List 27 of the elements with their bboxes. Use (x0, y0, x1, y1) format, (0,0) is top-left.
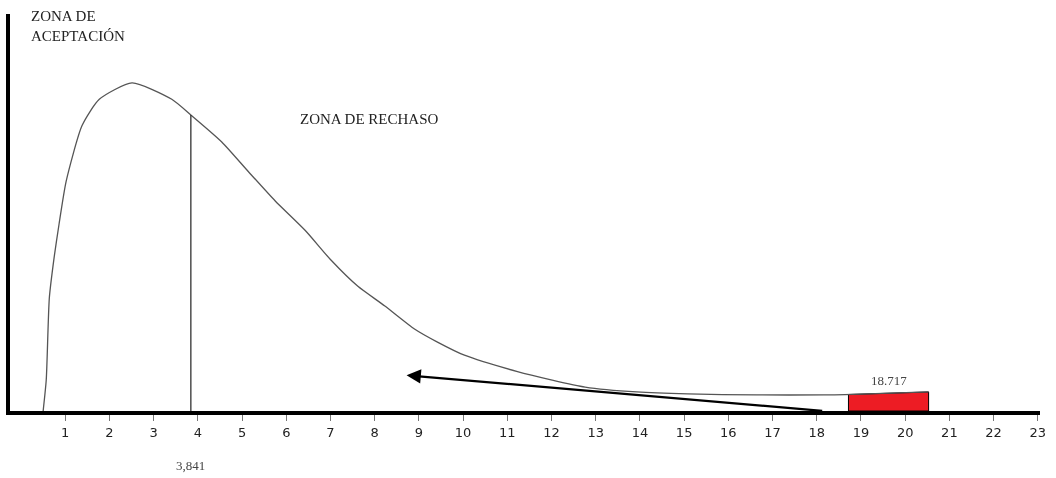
x-tick-label: 11 (499, 424, 516, 440)
band-label: 18.717 (871, 373, 908, 388)
x-tick-label: 4 (193, 424, 203, 440)
x-tick-label: 18 (808, 424, 826, 440)
x-tick-label: 20 (896, 424, 914, 440)
x-tick-label: 22 (985, 424, 1002, 440)
x-tick-label: 13 (587, 424, 604, 440)
x-tick-label: 12 (543, 424, 560, 440)
x-tick-label: 23 (1029, 424, 1047, 440)
x-tick-label: 19 (852, 424, 870, 440)
x-tick-label: 9 (414, 424, 424, 440)
x-tick-label: 3 (149, 424, 158, 440)
x-tick-label: 5 (237, 424, 247, 440)
x-tick-label: 6 (282, 424, 291, 440)
text: ZONA DE ACEPTACIÓN (31, 8, 125, 44)
x-tick-label: 16 (720, 424, 737, 440)
x-tick-label: 8 (370, 424, 379, 440)
x-tick-label: 15 (675, 424, 693, 440)
x-tick-label: 10 (454, 424, 472, 440)
x-tick-label: 1 (61, 424, 70, 440)
x-tick-label: 17 (764, 424, 781, 440)
annotation: ZONA DE RECHASO (300, 111, 439, 127)
ref-line-label: 3,841 (176, 458, 206, 473)
x-tick-label: 21 (941, 424, 958, 440)
x-tick-label: 7 (326, 424, 335, 440)
x-tick-label: 2 (105, 424, 114, 440)
x-tick-label: 14 (631, 424, 649, 440)
